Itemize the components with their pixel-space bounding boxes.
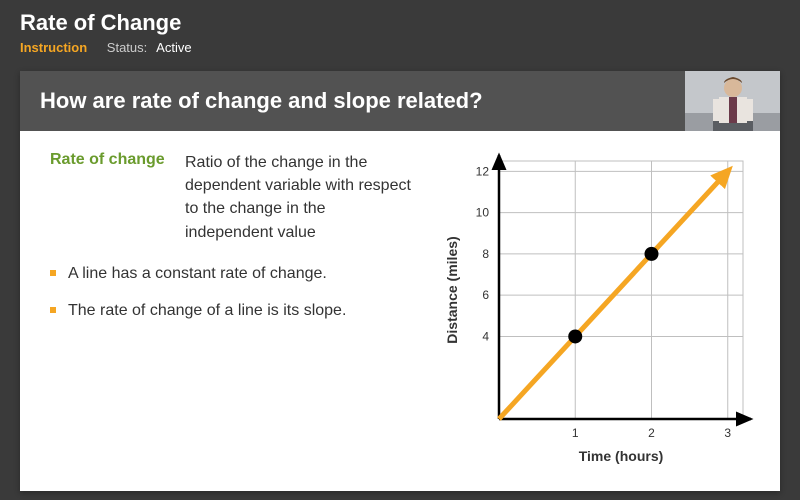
slide-body: Rate of change Ratio of the change in th… — [20, 131, 780, 491]
svg-text:2: 2 — [648, 426, 655, 440]
svg-text:4: 4 — [482, 329, 489, 343]
status-value: Active — [156, 40, 191, 55]
definition-term: Rate of change — [50, 151, 185, 244]
svg-text:Distance (miles): Distance (miles) — [444, 236, 460, 343]
slide-text-column: Rate of change Ratio of the change in th… — [50, 151, 432, 481]
svg-text:6: 6 — [482, 288, 489, 302]
svg-text:3: 3 — [724, 426, 731, 440]
svg-text:10: 10 — [476, 206, 490, 220]
slide-card: How are rate of change and slope related… — [20, 71, 780, 491]
list-item: A line has a constant rate of change. — [50, 262, 412, 285]
definition-row: Rate of change Ratio of the change in th… — [50, 151, 412, 244]
status-label: Status: — [107, 40, 147, 55]
svg-text:8: 8 — [482, 247, 489, 261]
chart-column: 1234681012Time (hours)Distance (miles) — [432, 151, 762, 481]
presenter-icon — [685, 71, 780, 131]
header-subline: Instruction Status: Active — [20, 40, 780, 55]
svg-text:Time (hours): Time (hours) — [579, 448, 664, 464]
bullet-list: A line has a constant rate of change. Th… — [50, 262, 412, 322]
svg-text:12: 12 — [476, 164, 490, 178]
slide-question: How are rate of change and slope related… — [20, 71, 685, 131]
distance-time-chart: 1234681012Time (hours)Distance (miles) — [437, 151, 757, 471]
page-title: Rate of Change — [20, 10, 780, 36]
definition-text: Ratio of the change in the dependent var… — [185, 151, 412, 244]
instruction-label: Instruction — [20, 40, 87, 55]
svg-text:1: 1 — [572, 426, 579, 440]
page-header: Rate of Change Instruction Status: Activ… — [0, 0, 800, 63]
slide-banner: How are rate of change and slope related… — [20, 71, 780, 131]
presenter-video[interactable] — [685, 71, 780, 131]
list-item: The rate of change of a line is its slop… — [50, 299, 412, 322]
